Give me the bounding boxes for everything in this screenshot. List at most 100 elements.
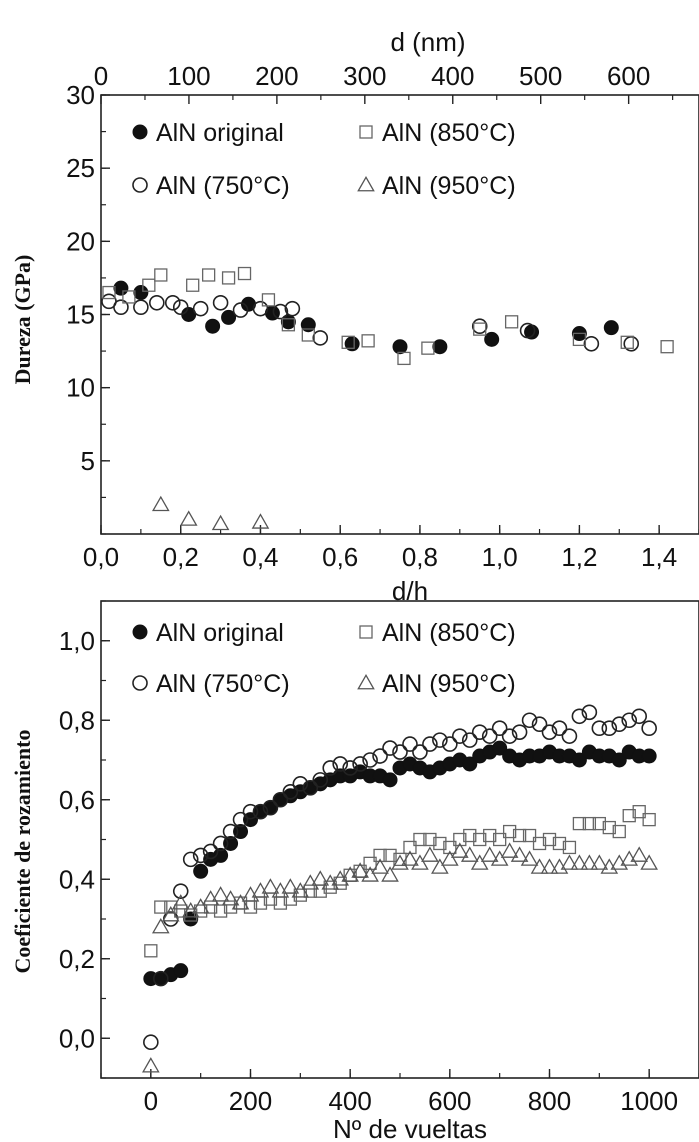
data-point xyxy=(562,840,577,855)
data-point xyxy=(212,835,229,852)
legend-label: AlN original xyxy=(156,619,284,647)
data-point xyxy=(443,840,457,855)
x2-tick-label: 500 xyxy=(519,61,562,91)
x-tick-label: 800 xyxy=(528,1086,571,1116)
x-tick-label: 0,4 xyxy=(242,542,278,572)
series-1 xyxy=(143,740,657,987)
data-point xyxy=(132,675,148,691)
data-point xyxy=(421,846,439,862)
x2-tick-label: 100 xyxy=(167,61,210,91)
data-point xyxy=(132,124,148,140)
data-point xyxy=(560,854,579,870)
data-point xyxy=(122,290,136,304)
data-point xyxy=(512,828,527,843)
data-point xyxy=(164,294,181,311)
data-point xyxy=(301,328,315,342)
data-point xyxy=(461,732,478,748)
data-point xyxy=(113,299,129,315)
data-point xyxy=(412,744,428,760)
data-point xyxy=(186,278,200,292)
data-point xyxy=(282,783,299,800)
data-point xyxy=(381,866,399,882)
y-axis-label: Dureza (GPa) xyxy=(10,255,35,385)
x-tick-label: 0,6 xyxy=(322,542,358,572)
data-point xyxy=(357,673,375,690)
data-point xyxy=(132,177,148,193)
data-point xyxy=(213,904,228,918)
data-point xyxy=(132,624,148,640)
data-point xyxy=(372,748,388,764)
data-point xyxy=(382,772,398,788)
data-point xyxy=(237,266,252,281)
data-point xyxy=(622,809,636,823)
data-point xyxy=(403,840,417,855)
data-point xyxy=(202,843,219,860)
data-point xyxy=(422,736,438,752)
data-point xyxy=(322,760,339,776)
data-point xyxy=(171,894,190,910)
series-4 xyxy=(151,495,270,531)
x2-tick-label: 600 xyxy=(607,61,650,91)
data-point xyxy=(357,175,375,192)
data-point xyxy=(570,854,589,870)
data-point xyxy=(460,846,479,862)
data-point xyxy=(133,285,149,301)
data-point xyxy=(232,811,249,828)
x-tick-label: 0 xyxy=(144,1086,158,1116)
data-point xyxy=(153,970,169,987)
data-point xyxy=(501,728,518,744)
data-point xyxy=(522,828,537,843)
data-point xyxy=(520,850,539,866)
data-point xyxy=(571,752,587,768)
data-point xyxy=(221,271,236,285)
data-point xyxy=(642,812,656,827)
data-point xyxy=(183,911,199,927)
data-point xyxy=(552,836,567,851)
data-point xyxy=(611,752,627,768)
data-point xyxy=(471,724,488,740)
data-point xyxy=(382,740,398,756)
data-point xyxy=(583,335,600,352)
data-point xyxy=(311,870,330,886)
data-point xyxy=(192,847,209,864)
data-point xyxy=(172,299,189,315)
data-point xyxy=(162,911,179,927)
data-point xyxy=(601,720,618,737)
data-point xyxy=(113,280,129,296)
data-point xyxy=(149,294,165,311)
data-point xyxy=(362,752,378,768)
data-point xyxy=(473,832,487,847)
data-point xyxy=(164,900,178,914)
data-point xyxy=(252,803,269,820)
data-point xyxy=(402,736,418,752)
data-point xyxy=(142,1057,160,1073)
data-point xyxy=(154,268,168,282)
data-point xyxy=(519,322,536,339)
data-point xyxy=(411,854,429,870)
data-point xyxy=(271,882,290,898)
data-point xyxy=(179,510,198,526)
data-point xyxy=(291,882,310,898)
data-point xyxy=(352,756,368,772)
data-point xyxy=(142,278,156,292)
data-point xyxy=(532,836,547,851)
data-point xyxy=(631,708,648,725)
x-tick-label: 1000 xyxy=(620,1086,678,1116)
data-point xyxy=(302,780,319,796)
data-point xyxy=(480,846,499,862)
data-point xyxy=(281,318,296,332)
y-tick-label: 0,8 xyxy=(59,705,95,735)
data-point xyxy=(473,322,487,336)
x-axis-label: Nº de vueltas xyxy=(333,1114,487,1142)
data-point xyxy=(510,846,529,862)
data-point xyxy=(359,625,373,639)
data-point xyxy=(191,898,210,914)
data-point xyxy=(641,748,657,764)
data-point xyxy=(102,285,116,300)
data-point xyxy=(392,339,408,355)
data-point xyxy=(432,339,448,355)
data-point xyxy=(312,330,329,346)
legend-label: AlN (950°C) xyxy=(382,670,516,698)
data-point xyxy=(201,268,216,282)
data-point xyxy=(641,720,657,737)
